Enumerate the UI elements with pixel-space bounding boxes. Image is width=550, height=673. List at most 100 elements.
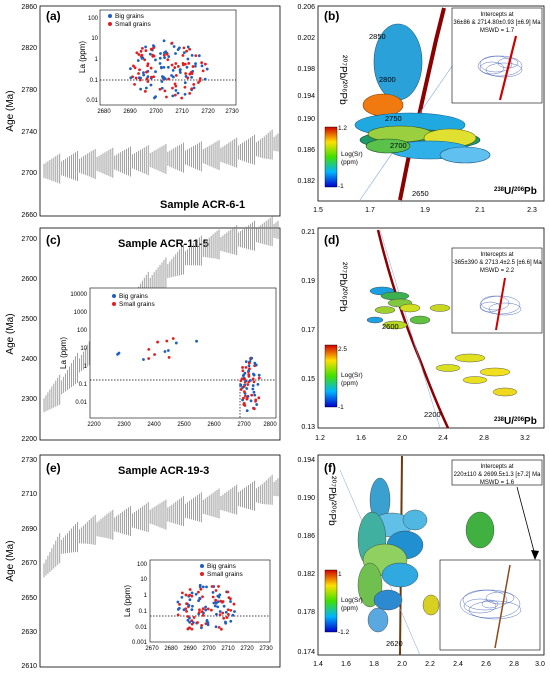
panel-b-age-label: 2800 bbox=[379, 75, 396, 84]
scatter-point bbox=[176, 613, 180, 617]
panel-f-ytick: 0.174 bbox=[297, 649, 315, 656]
scatter-point bbox=[241, 366, 244, 369]
scatter-point bbox=[201, 613, 205, 617]
scatter-point bbox=[140, 53, 144, 57]
scatter-point bbox=[244, 360, 248, 364]
panel-a-ytick: 2700 bbox=[21, 170, 37, 177]
panel-d-age-label: 2600 bbox=[382, 322, 399, 331]
scatter-point bbox=[255, 403, 259, 406]
panel-d-ytick: 0.15 bbox=[301, 376, 315, 383]
scatter-point bbox=[239, 388, 243, 391]
panel-e-ytick: 2650 bbox=[21, 595, 37, 602]
scatter-point bbox=[206, 621, 210, 625]
legend-big-marker bbox=[200, 564, 204, 568]
scatter-point bbox=[129, 67, 132, 71]
panel-c-inset-ytick: 0.1 bbox=[79, 382, 88, 388]
panel-a-inset-ytick: 1 bbox=[95, 57, 99, 63]
scatter-point bbox=[186, 45, 190, 49]
colorbar bbox=[324, 569, 338, 633]
panel-f-xtick: 2.2 bbox=[425, 661, 435, 668]
colorbar-max: 1.2 bbox=[338, 125, 347, 132]
scatter-point bbox=[164, 50, 168, 54]
scatter-point bbox=[257, 376, 261, 380]
scatter-point bbox=[200, 624, 204, 627]
panel-f-ytick: 0.186 bbox=[297, 533, 315, 540]
scatter-point bbox=[190, 608, 194, 612]
panel-e-inset-ytick: 10 bbox=[140, 577, 147, 583]
panel-b-letter: (b) bbox=[324, 9, 339, 23]
scatter-point bbox=[153, 353, 156, 356]
panel-b-ytick: 0.182 bbox=[297, 178, 315, 185]
colorbar-label: Log(Sr) bbox=[341, 372, 363, 379]
scatter-point bbox=[165, 339, 169, 343]
panel-b-xlabel: 238U/206Pb bbox=[494, 186, 537, 197]
scatter-point bbox=[174, 73, 178, 77]
scatter-point bbox=[163, 56, 166, 60]
scatter-point bbox=[229, 608, 233, 612]
scatter-point bbox=[253, 361, 257, 365]
panel-e-inset-ytick: 0.01 bbox=[135, 625, 147, 631]
scatter-point bbox=[247, 373, 251, 376]
panel-b-age-label: 2650 bbox=[412, 189, 429, 198]
panel-b-age-label: 2850 bbox=[369, 32, 386, 41]
intercepts-title: Intercepts at bbox=[480, 464, 513, 470]
panel-e-inset-xtick: 2700 bbox=[202, 646, 216, 652]
scatter-point bbox=[256, 382, 260, 386]
scatter-point bbox=[190, 594, 194, 598]
scatter-point bbox=[170, 74, 173, 77]
scatter-point bbox=[166, 65, 170, 69]
scatter-point bbox=[154, 70, 157, 74]
scatter-point bbox=[176, 64, 180, 68]
scatter-point bbox=[171, 68, 175, 72]
panel-e-inset-xtick: 2720 bbox=[240, 646, 254, 652]
panel-d-xtick: 1.2 bbox=[315, 435, 325, 442]
scatter-point bbox=[227, 596, 231, 600]
scatter-point bbox=[152, 75, 156, 79]
colorbar-unit: (ppm) bbox=[341, 159, 358, 166]
panel-a-ytick: 2740 bbox=[21, 129, 37, 136]
colorbar-min: -1.2 bbox=[338, 629, 350, 636]
legend-big-label: Big grains bbox=[119, 293, 149, 300]
intercepts-mswd: MSWD = 1.7 bbox=[480, 28, 515, 34]
scatter-point bbox=[213, 604, 217, 608]
scatter-point bbox=[252, 372, 255, 376]
scatter-point bbox=[242, 390, 246, 394]
scatter-point bbox=[214, 601, 218, 605]
colorbar-label: Log(Sr) bbox=[341, 151, 363, 158]
scatter-point bbox=[182, 51, 186, 55]
legend-small-marker bbox=[108, 22, 112, 26]
scatter-point bbox=[154, 58, 157, 62]
panel-e-inset-xtick: 2670 bbox=[145, 646, 159, 652]
panel-f-inset-ellipses bbox=[459, 589, 522, 620]
scatter-point bbox=[167, 55, 171, 58]
scatter-point bbox=[188, 620, 192, 624]
panel-f-xtick: 2.6 bbox=[481, 661, 491, 668]
panel-a-inset-xtick: 2700 bbox=[149, 109, 163, 115]
scatter-point bbox=[243, 371, 247, 375]
scatter-point bbox=[133, 82, 136, 86]
panel-a-error-bars bbox=[43, 129, 279, 184]
scatter-point bbox=[206, 607, 210, 611]
intercepts-values: -365±390 & 2713.4±2.5 [±6.6] Ma bbox=[452, 260, 542, 266]
colorbar-max: 1 bbox=[338, 571, 342, 578]
panel-c-ytick: 2600 bbox=[21, 276, 37, 283]
scatter-point bbox=[176, 91, 180, 95]
panel-f-xtick: 2.4 bbox=[453, 661, 463, 668]
scatter-point bbox=[192, 83, 196, 86]
panel-e-ytick: 2610 bbox=[21, 663, 37, 670]
panel-e-ytick: 2670 bbox=[21, 560, 37, 567]
panel-e-sample: Sample ACR-19-3 bbox=[118, 465, 209, 477]
scatter-point bbox=[138, 78, 142, 82]
scatter-point bbox=[158, 62, 162, 65]
scatter-point bbox=[206, 623, 210, 627]
panel-e-ytick: 2730 bbox=[21, 457, 37, 464]
scatter-point bbox=[196, 621, 199, 624]
panel-e-ytick: 2690 bbox=[21, 526, 37, 533]
scatter-point bbox=[188, 588, 192, 591]
scatter-point bbox=[183, 92, 187, 96]
scatter-point bbox=[167, 355, 171, 359]
panel-e-inset-xtick: 2710 bbox=[221, 646, 235, 652]
panel-a-inset-ylabel: La (ppm) bbox=[78, 41, 87, 73]
scatter-point bbox=[205, 619, 209, 622]
panel-d-ellipses bbox=[366, 286, 518, 397]
